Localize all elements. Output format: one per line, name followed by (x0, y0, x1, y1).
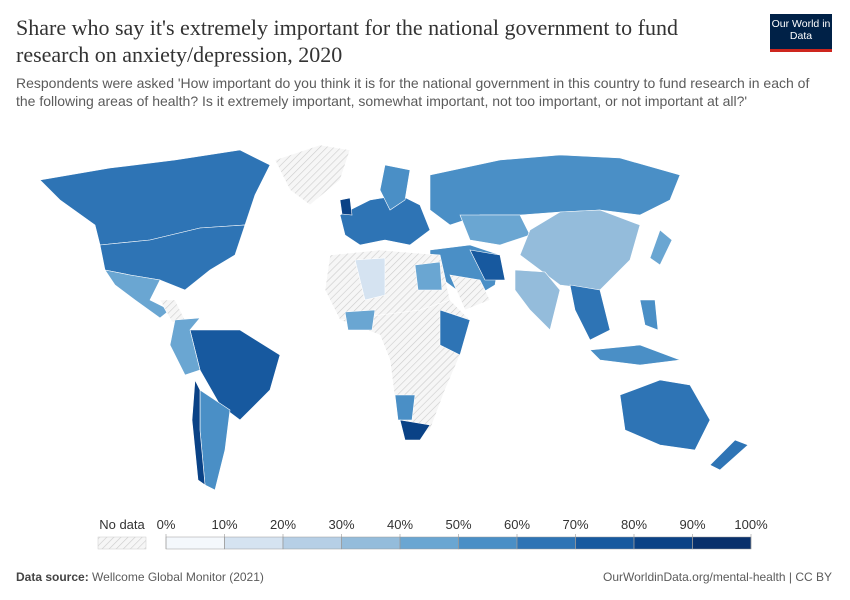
legend-bin (692, 536, 752, 550)
legend-tick-label: 90% (679, 517, 705, 532)
legend-tick-label: 50% (445, 517, 471, 532)
legend-bin (516, 536, 576, 550)
legend-tick-label: 100% (734, 517, 768, 532)
legend-bin (458, 536, 518, 550)
source-label: Data source: (16, 570, 89, 584)
legend-bin (282, 536, 342, 550)
countries (39, 144, 749, 491)
legend-bin (341, 536, 401, 550)
subtitle: Respondents were asked 'How important do… (16, 75, 810, 109)
legend-bin (575, 536, 635, 550)
legend-bin (399, 536, 459, 550)
logo[interactable]: Our World in Data (770, 14, 832, 52)
legend-tick-label: 40% (387, 517, 413, 532)
title: Share who say it's extremely important f… (16, 15, 678, 67)
source-text: Wellcome Global Monitor (2021) (92, 570, 264, 584)
legend-bin (165, 536, 225, 550)
no-data-swatch (97, 536, 147, 550)
legend-tick-label: 10% (211, 517, 237, 532)
no-data-label: No data (99, 517, 145, 532)
source: Data source: Wellcome Global Monitor (20… (16, 570, 264, 584)
legend-tick-label: 30% (328, 517, 354, 532)
legend-tick-label: 80% (621, 517, 647, 532)
legend-tick-label: 70% (562, 517, 588, 532)
url[interactable]: OurWorldinData.org/mental-health | CC BY (603, 570, 832, 584)
legend-tick-label: 0% (157, 517, 176, 532)
legend-tick-label: 20% (270, 517, 296, 532)
legend-tick-label: 60% (504, 517, 530, 532)
legend-bin (224, 536, 284, 550)
legend-bin (633, 536, 693, 550)
